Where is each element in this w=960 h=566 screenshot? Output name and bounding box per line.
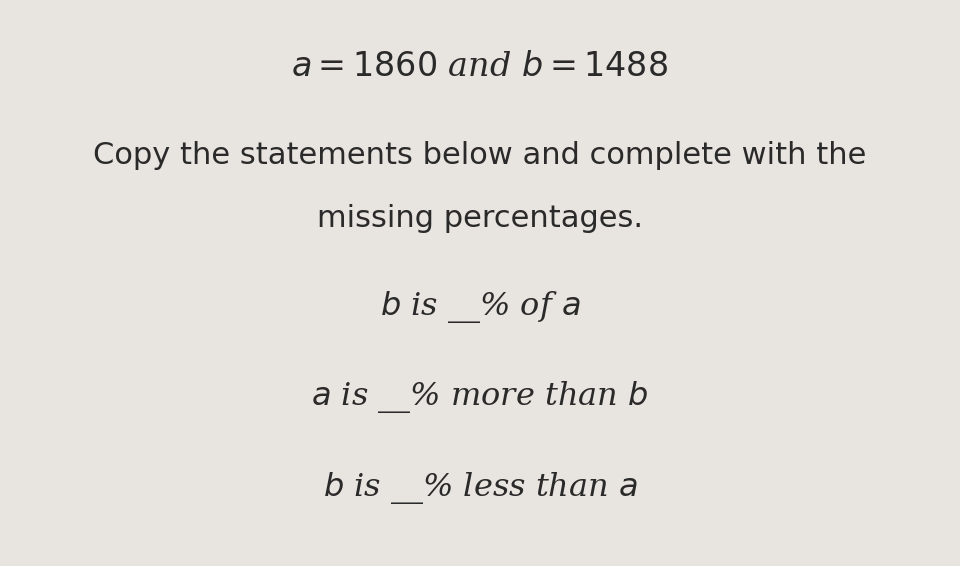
Text: $b$ is __% of $a$: $b$ is __% of $a$: [379, 289, 581, 325]
Text: $a = 1860$ and $b = 1488$: $a = 1860$ and $b = 1488$: [292, 51, 668, 83]
Text: $a$ is __% more than $b$: $a$ is __% more than $b$: [311, 379, 649, 415]
Text: Copy the statements below and complete with the: Copy the statements below and complete w…: [93, 142, 867, 170]
Text: missing percentages.: missing percentages.: [317, 204, 643, 233]
Text: $b$ is __% less than $a$: $b$ is __% less than $a$: [323, 470, 637, 506]
